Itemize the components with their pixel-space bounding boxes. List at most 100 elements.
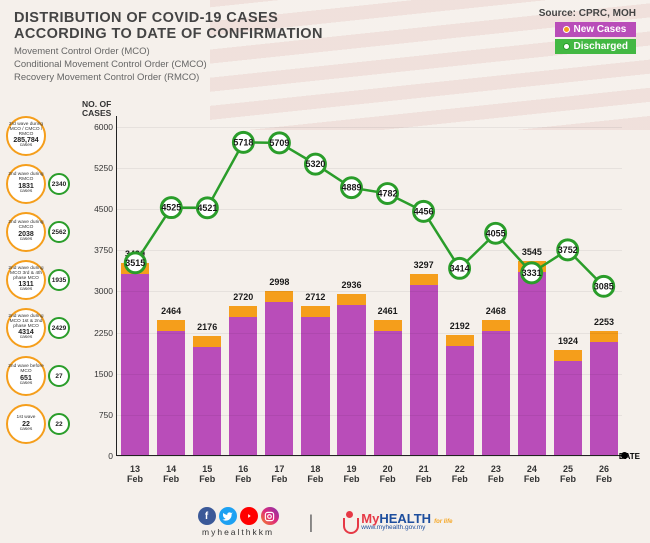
line-marker-label: 3085 — [594, 281, 614, 291]
wave-badge: 2562 — [48, 221, 70, 243]
title-line-1: DISTRIBUTION OF COVID-19 CASES — [14, 10, 323, 26]
order-line: Movement Control Order (MCO) — [14, 46, 323, 59]
legend-new-cases: New Cases — [555, 22, 636, 37]
line-marker-label: 5709 — [269, 138, 289, 148]
wave-circle: 2nd wave during MCO 1st & 2nd phase MCO4… — [6, 308, 46, 348]
line-marker: 4782 — [378, 184, 398, 204]
line-marker-label: 3331 — [522, 268, 542, 278]
wave-circle: 1st wave22cases — [6, 404, 46, 444]
ytick-label: 0 — [89, 451, 113, 461]
youtube-icon[interactable] — [240, 507, 258, 525]
line-marker-label: 5320 — [305, 159, 325, 169]
title-line-2: ACCORDING TO DATE OF CONFIRMATION — [14, 26, 323, 42]
logo-url: www.myhealth.gov.my — [361, 525, 452, 532]
gridline — [117, 456, 622, 457]
line-marker: 4889 — [342, 178, 362, 198]
line-layer: 3515 4525 4521 5718 5709 5320 4889 4782 4456 3414… — [117, 116, 622, 455]
ytick-label: 6000 — [89, 122, 113, 132]
legend-new-label: New Cases — [574, 24, 627, 35]
line-marker-label: 5718 — [233, 137, 253, 147]
logo-figure-icon — [343, 511, 357, 533]
xtick-label: 23Feb — [478, 465, 514, 485]
line-marker: 4525 — [161, 198, 181, 218]
source-text: Source: CPRC, MOH — [539, 8, 636, 19]
footer: f myhealthkkm | MyHEALTHfor life www.myh… — [0, 507, 650, 537]
xtick-label: 21Feb — [406, 465, 442, 485]
ytick-label: 3000 — [89, 286, 113, 296]
header: DISTRIBUTION OF COVID-19 CASES ACCORDING… — [14, 10, 323, 84]
line-marker-label: 3414 — [450, 263, 470, 273]
myhealth-logo[interactable]: MyHEALTHfor life www.myhealth.gov.my — [343, 511, 452, 533]
wave-circle: 3rd wave during MCO / CMCO / RMCO285,784… — [6, 116, 46, 156]
wave-circle: 2nd wave during MCO 3rd & 4th phase MCO1… — [6, 260, 46, 300]
xtick-label: 19Feb — [333, 465, 369, 485]
legend: New Cases Discharged — [555, 22, 636, 54]
legend-disch-label: Discharged — [574, 41, 628, 52]
line-marker: 5709 — [269, 133, 289, 153]
legend-discharged: Discharged — [555, 39, 636, 54]
xtick-label: 16Feb — [225, 465, 261, 485]
xtick-label: 14Feb — [153, 465, 189, 485]
xtick-label: 18Feb — [297, 465, 333, 485]
wave-badge: 27 — [48, 365, 70, 387]
wave-circle: 2nd wave before MCO651cases — [6, 356, 46, 396]
line-marker: 3414 — [450, 258, 470, 278]
wave-row: 2nd wave during MCO 1st & 2nd phase MCO4… — [6, 308, 78, 348]
line-marker: 5320 — [305, 154, 325, 174]
wave-row: 2nd wave during MCO 3rd & 4th phase MCO1… — [6, 260, 78, 300]
wave-row: 3rd wave during MCO / CMCO / RMCO285,784… — [6, 116, 78, 156]
order-definitions: Movement Control Order (MCO) Conditional… — [14, 46, 323, 84]
y-axis-label: NO. OFCASES — [82, 100, 111, 119]
ytick-label: 5250 — [89, 163, 113, 173]
ytick-label: 750 — [89, 410, 113, 420]
wave-row: 1st wave22cases22 — [6, 404, 78, 444]
order-line: Conditional Movement Control Order (CMCO… — [14, 59, 323, 72]
xtick-label: 15Feb — [189, 465, 225, 485]
facebook-icon[interactable]: f — [198, 507, 216, 525]
social-icons: f — [198, 507, 279, 525]
wave-badge: 2340 — [48, 173, 70, 195]
xtick-label: 26Feb — [586, 465, 622, 485]
line-marker: 4521 — [197, 198, 217, 218]
line-marker: 4055 — [486, 223, 506, 243]
line-marker: 3752 — [558, 240, 578, 260]
line-marker-label: 4055 — [486, 228, 506, 238]
xtick-label: 22Feb — [442, 465, 478, 485]
line-marker: 5718 — [233, 132, 253, 152]
instagram-icon[interactable] — [261, 507, 279, 525]
line-marker-label: 4525 — [161, 203, 181, 213]
ytick-label: 1500 — [89, 369, 113, 379]
line-marker: 3085 — [594, 276, 614, 296]
x-labels: 13Feb14Feb15Feb16Feb17Feb18Feb19Feb20Feb… — [117, 465, 622, 485]
ytick-label: 4500 — [89, 204, 113, 214]
xtick-label: 13Feb — [117, 465, 153, 485]
line-marker-label: 4521 — [197, 203, 217, 213]
plot-region: 3499246421762720299827122936246132972192… — [116, 116, 622, 456]
footer-divider: | — [309, 512, 314, 533]
twitter-icon[interactable] — [219, 507, 237, 525]
xtick-label: 17Feb — [261, 465, 297, 485]
line-marker-label: 3752 — [558, 245, 578, 255]
line-marker-label: 4782 — [378, 189, 398, 199]
legend-dot-icon — [563, 43, 570, 50]
line-marker-label: 3515 — [125, 258, 145, 268]
legend-dot-icon — [563, 26, 570, 33]
wave-summary-column: 3rd wave during MCO / CMCO / RMCO285,784… — [6, 116, 78, 452]
wave-badge: 1935 — [48, 269, 70, 291]
line-marker: 3515 — [125, 253, 145, 273]
wave-row: 2nd wave before MCO651cases27 — [6, 356, 78, 396]
social-block: f myhealthkkm — [198, 507, 279, 537]
line-marker: 3331 — [522, 263, 542, 283]
wave-circle: 2nd wave during RMCO1831cases — [6, 164, 46, 204]
logo-text: MyHEALTHfor life www.myhealth.gov.my — [361, 512, 452, 532]
line-marker-label: 4456 — [414, 206, 434, 216]
ytick-label: 2250 — [89, 328, 113, 338]
ytick-label: 3750 — [89, 245, 113, 255]
wave-badge: 22 — [48, 413, 70, 435]
wave-badge: 2429 — [48, 317, 70, 339]
wave-circle: 2nd wave during CMCO2038cases — [6, 212, 46, 252]
chart-area: NO. OFCASES 3499246421762720299827122936… — [88, 104, 634, 494]
line-marker-label: 4889 — [342, 183, 362, 193]
wave-row: 2nd wave during CMCO2038cases2562 — [6, 212, 78, 252]
order-line: Recovery Movement Control Order (RMCO) — [14, 72, 323, 85]
